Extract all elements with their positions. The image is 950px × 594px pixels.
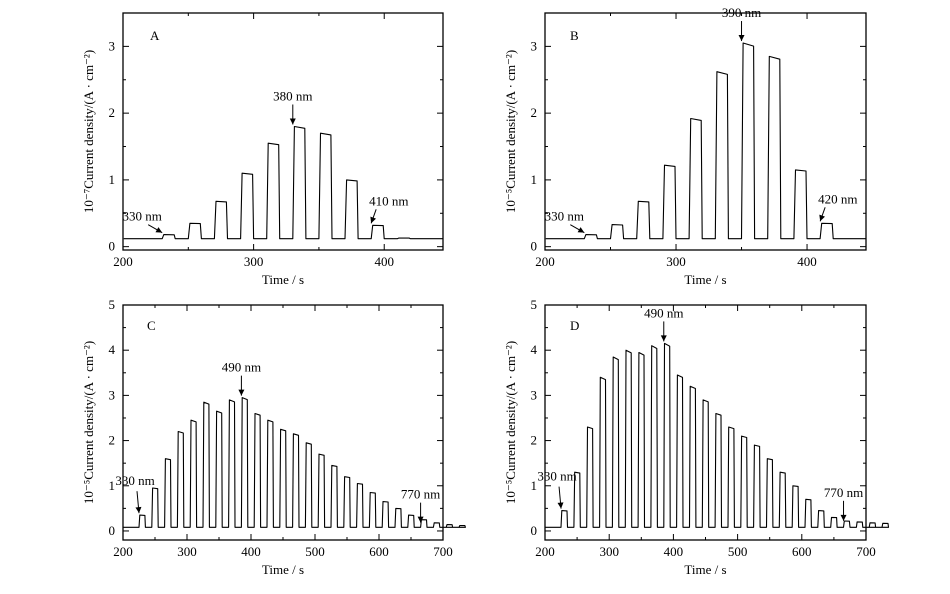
annotation-arrow-head (577, 227, 585, 233)
photocurrent-series (123, 125, 443, 240)
x-axis-label: Time / s (684, 562, 726, 577)
x-tick-label: 400 (797, 254, 817, 269)
annotation-label: 330 nm (122, 209, 161, 224)
x-axis-label: Time / s (684, 272, 726, 287)
x-tick-label: 600 (792, 544, 812, 559)
x-tick-label: 300 (666, 254, 686, 269)
x-tick-label: 500 (305, 544, 325, 559)
y-tick-label: 5 (109, 297, 116, 312)
y-axis-label: 10⁻⁵Current density/(A · cm⁻²) (81, 341, 96, 504)
annotation-arrow-head (660, 335, 667, 342)
y-tick-label: 0 (531, 523, 538, 538)
photocurrent-series (123, 397, 466, 528)
x-tick-label: 200 (113, 254, 133, 269)
y-axis-label: 10⁻⁵Current density/(A · cm⁻²) (503, 50, 518, 213)
panel-b: 200 300 400 0 1 2 3 Time / s 10⁻⁵Current density… (503, 5, 867, 287)
y-tick-label: 3 (109, 387, 116, 402)
photocurrent-series (545, 342, 890, 528)
x-tick-label: 300 (177, 544, 197, 559)
x-tick-label: 700 (856, 544, 876, 559)
plot-frame (544, 12, 867, 251)
y-tick-label: 1 (109, 478, 116, 493)
y-tick-label: 0 (531, 239, 538, 254)
x-tick-label: 400 (374, 254, 394, 269)
annotation-label: 410 nm (369, 193, 408, 208)
y-tick-label: 2 (531, 433, 538, 448)
annotation-label: 330 nm (115, 473, 154, 488)
y-tick-label: 1 (109, 172, 116, 187)
panel-d: 200 300 400 500 600 700 0 1 2 3 4 5 Time / s 10⁻⁵Curr… (503, 297, 890, 577)
y-tick-label: 2 (109, 105, 116, 120)
x-tick-label: 200 (535, 544, 555, 559)
annotation-arrow-head (135, 506, 142, 514)
y-tick-label: 0 (109, 239, 116, 254)
y-tick-label: 4 (531, 342, 538, 357)
annotation-arrow-head (238, 389, 245, 396)
x-tick-label: 300 (244, 254, 264, 269)
annotation-label: 380 nm (273, 88, 312, 103)
annotation-label: 490 nm (222, 360, 261, 375)
x-tick-label: 400 (241, 544, 261, 559)
y-tick-label: 3 (531, 38, 538, 53)
plot-frame (122, 12, 444, 251)
annotation-label: 770 nm (401, 487, 440, 502)
panel-letter: C (147, 318, 156, 333)
y-tick-label: 2 (109, 433, 116, 448)
annotation-label: 420 nm (818, 191, 857, 206)
annotation-arrow-head (557, 502, 564, 509)
annotation-label: 330 nm (545, 209, 584, 224)
x-axis-label: Time / s (262, 272, 304, 287)
y-tick-label: 4 (109, 342, 116, 357)
y-axis-label: 10⁻⁵Current density/(A · cm⁻²) (503, 341, 518, 504)
x-tick-label: 200 (113, 544, 133, 559)
y-axis-label: 10⁻⁷Current density/(A · cm⁻²) (81, 50, 96, 213)
y-tick-label: 2 (531, 105, 538, 120)
x-tick-label: 700 (433, 544, 453, 559)
annotation-arrow-head (738, 35, 745, 42)
panel-letter: D (570, 318, 579, 333)
x-tick-label: 600 (369, 544, 389, 559)
annotation-label: 770 nm (824, 485, 863, 500)
annotation-label: 330 nm (537, 469, 576, 484)
y-tick-label: 3 (109, 38, 116, 53)
annotation-arrow-head (370, 216, 377, 224)
annotation-arrow-head (840, 514, 847, 521)
x-tick-label: 200 (535, 254, 555, 269)
annotation-arrow-head (289, 118, 296, 125)
panel-letter: A (150, 28, 160, 43)
panel-c: 200 300 400 500 600 700 0 1 2 3 4 5 Time / s 10⁻⁵Curr… (81, 297, 466, 577)
panel-letter: B (570, 28, 579, 43)
annotation-label: 390 nm (722, 5, 761, 20)
annotation-arrow-head (417, 516, 424, 523)
y-tick-label: 1 (531, 172, 538, 187)
y-tick-label: 5 (531, 297, 538, 312)
annotation-label: 490 nm (644, 305, 683, 320)
photocurrent-series (545, 42, 866, 240)
x-tick-label: 400 (664, 544, 684, 559)
y-tick-label: 3 (531, 387, 538, 402)
y-tick-label: 1 (531, 478, 538, 493)
x-tick-label: 300 (599, 544, 619, 559)
x-axis-label: Time / s (262, 562, 304, 577)
panel-a: 200 300 400 0 1 2 3 Time / s 10⁻⁷Current density… (81, 12, 444, 287)
annotation-arrow-head (155, 227, 163, 233)
x-tick-label: 500 (728, 544, 748, 559)
annotation-arrow-head (819, 214, 825, 222)
y-tick-label: 0 (109, 523, 116, 538)
